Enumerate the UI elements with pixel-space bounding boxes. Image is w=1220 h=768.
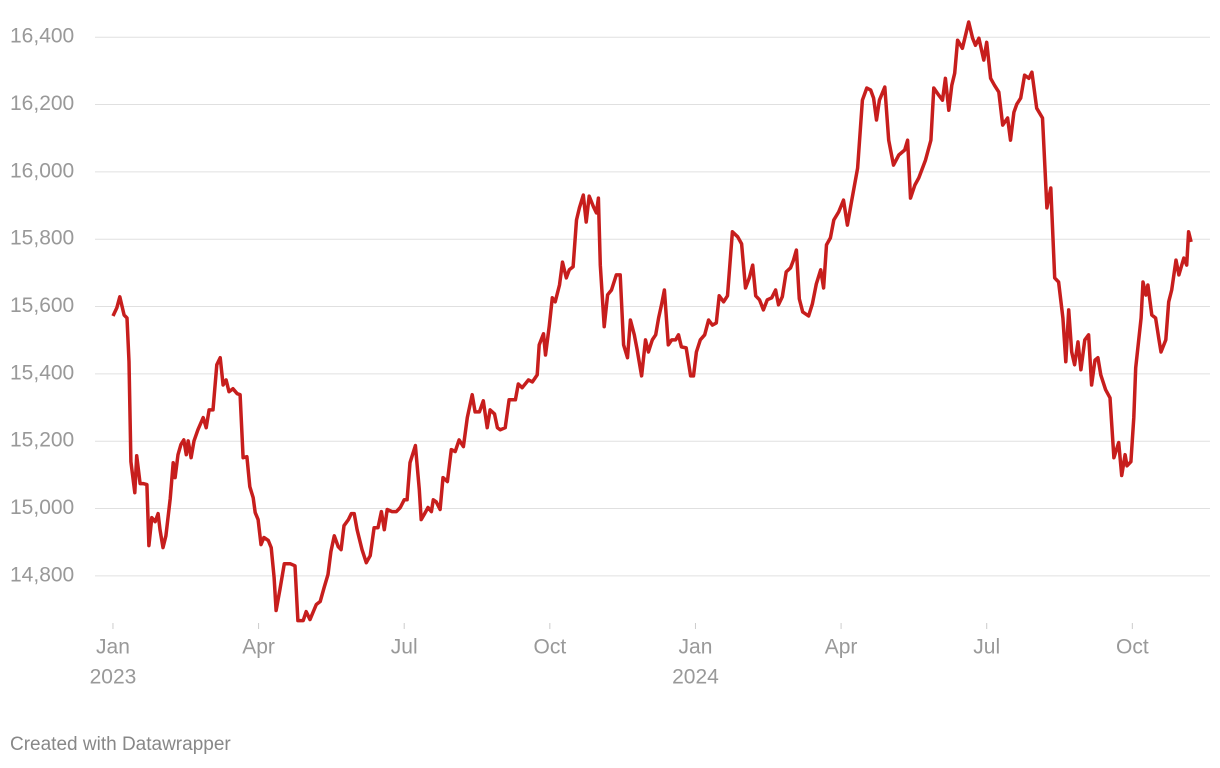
- y-tick-label: 14,800: [10, 563, 74, 586]
- y-tick-label: 15,400: [10, 361, 74, 384]
- y-tick-label: 15,000: [10, 496, 74, 519]
- y-tick-label: 15,600: [10, 294, 74, 317]
- y-tick-label: 16,200: [10, 92, 74, 115]
- x-year-label: 2024: [672, 666, 719, 689]
- x-tick-label: Apr: [242, 636, 275, 659]
- y-tick-label: 15,200: [10, 429, 74, 452]
- x-tick-label: Oct: [1116, 636, 1149, 659]
- y-tick-label: 15,800: [10, 227, 74, 250]
- footer: Created with Datawrapper: [10, 734, 231, 755]
- y-tick-label: 16,000: [10, 159, 74, 182]
- x-tick-label: Jan: [96, 636, 130, 659]
- x-year-label: 2023: [90, 666, 137, 689]
- x-tick-label: Oct: [533, 636, 566, 659]
- x-tick-label: Jan: [679, 636, 713, 659]
- x-tick-label: Jul: [973, 636, 1000, 659]
- x-tick-label: Apr: [825, 636, 858, 659]
- line: [111, 20, 1193, 623]
- x-tick-label: Jul: [391, 636, 418, 659]
- y-tick-label: 16,400: [10, 25, 74, 48]
